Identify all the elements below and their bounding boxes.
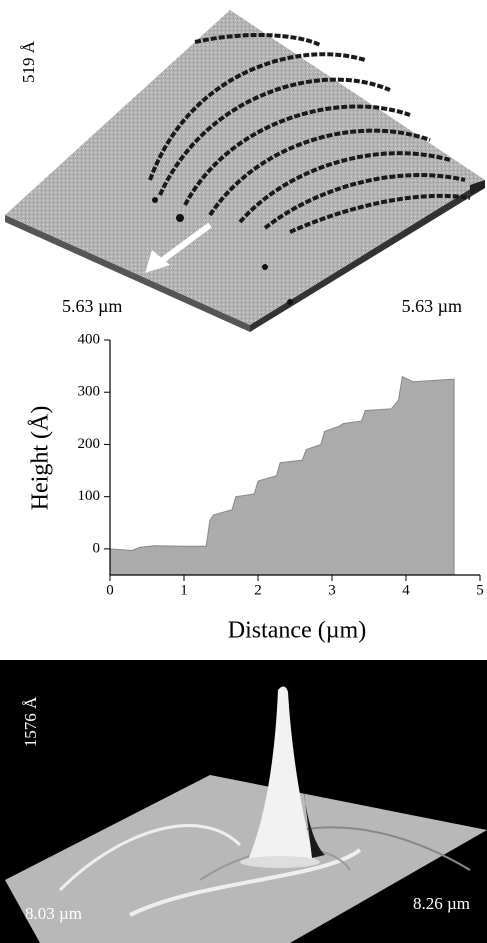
x-tick-label: 5 [476, 582, 484, 598]
size-label: 8.26 µm [413, 894, 470, 913]
x-tick-label: 3 [328, 582, 336, 598]
size-label: 5.63 µm [62, 296, 122, 316]
x-tick-label: 2 [254, 582, 262, 598]
size-label: 8.03 µm [25, 904, 82, 923]
y-tick-label: 400 [78, 331, 101, 347]
x-tick-label: 4 [402, 582, 410, 598]
y-tick-label: 200 [78, 436, 101, 452]
x-tick-label: 1 [180, 582, 188, 598]
y-axis-label: Height (Å) [28, 406, 54, 511]
bottom-afm-image [0, 660, 487, 943]
y-tick-label: 300 [78, 384, 101, 400]
x-axis-label: Distance (µm) [228, 618, 366, 644]
size-label: 5.63 µm [402, 296, 462, 316]
area [109, 375, 455, 576]
x-tick-label: 0 [106, 582, 114, 598]
y-tick-label: 0 [93, 540, 101, 556]
height-label: 519 Å [19, 40, 38, 83]
top-afm-image [5, 10, 485, 332]
y-tick-label: 100 [78, 488, 101, 504]
chart: 0 100 200 300 400 0 1 2 3 4 5 [78, 331, 484, 598]
height-label: 1576 Å [21, 696, 40, 747]
